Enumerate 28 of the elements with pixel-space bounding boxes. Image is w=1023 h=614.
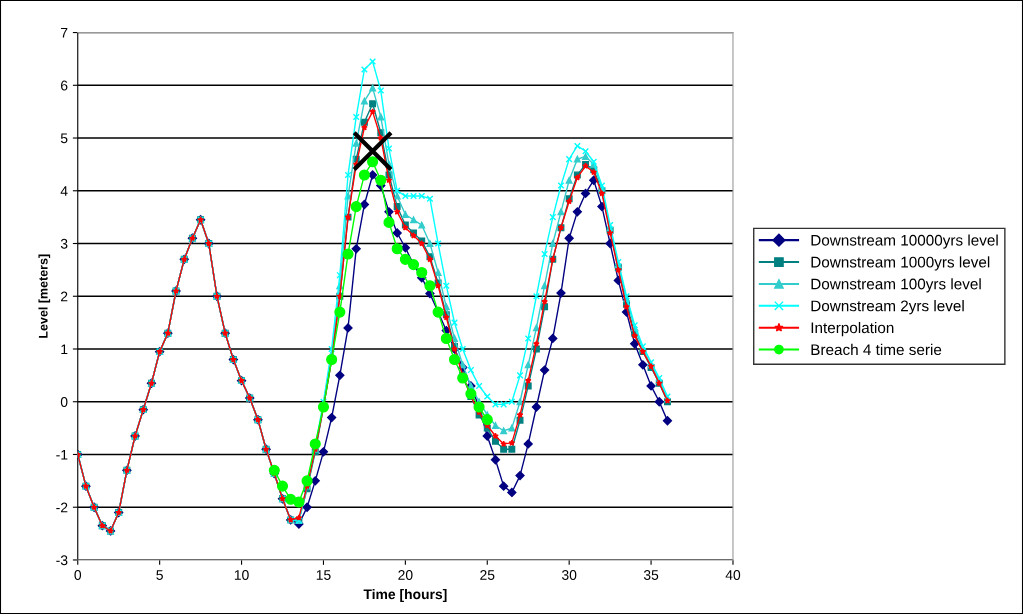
legend-label: Downstream 1000yrs level <box>811 256 990 271</box>
legend-label: Downstream 100yrs level <box>811 278 981 293</box>
y-tick-label: 1 <box>61 344 68 355</box>
y-tick-label: 6 <box>61 80 68 91</box>
y-tick-label: 3 <box>60 238 68 249</box>
y-tick-label: -1 <box>56 449 68 460</box>
legend-label: Breach 4 time serie <box>811 343 942 356</box>
y-tick-label: 2 <box>61 291 68 302</box>
legend-label: Interpolation <box>811 321 894 337</box>
x-tick-label: 5 <box>156 570 163 580</box>
y-tick-label: -2 <box>56 502 68 513</box>
x-tick-label: 35 <box>643 570 659 580</box>
x-axis-title: Time [hours] <box>363 588 447 602</box>
x-tick-label: 15 <box>316 570 331 580</box>
legend-label: Downstream 2yrs level <box>811 300 964 315</box>
y-tick-label: 5 <box>60 133 68 144</box>
y-axis-title: Level [meters] <box>38 254 51 338</box>
x-tick-label: 40 <box>725 570 741 580</box>
x-tick-label: 10 <box>234 570 249 580</box>
x-tick-label: 0 <box>74 570 82 580</box>
x-tick-label: 25 <box>480 570 495 580</box>
x-tick-label: 20 <box>398 570 413 580</box>
y-tick-label: 0 <box>60 397 68 407</box>
legend-label: Downstream 10000yrs level <box>811 234 998 249</box>
y-tick-label: 4 <box>60 186 68 196</box>
y-tick-label: -3 <box>56 555 68 566</box>
y-tick-label: 7 <box>61 28 68 38</box>
x-tick-label: 30 <box>561 570 577 580</box>
